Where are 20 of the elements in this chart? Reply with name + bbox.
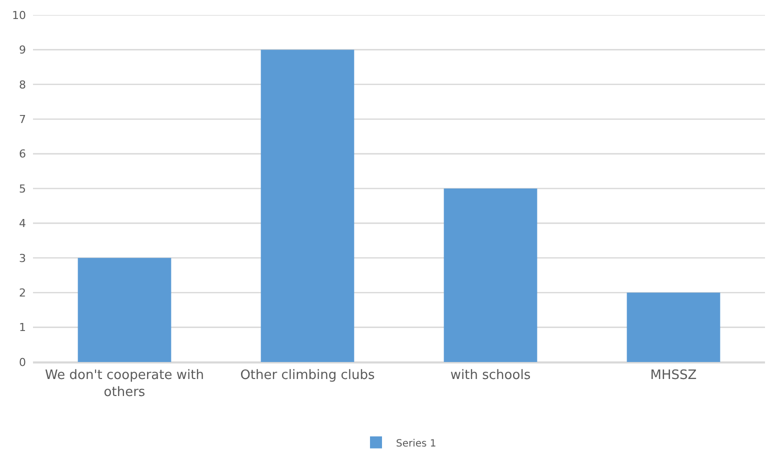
y-tick-label: 3 <box>19 252 26 265</box>
y-tick-label: 4 <box>19 217 26 230</box>
bar <box>444 188 538 362</box>
y-tick-label: 8 <box>19 78 26 92</box>
y-tick-label: 6 <box>19 148 26 161</box>
y-tick-label: 0 <box>19 356 26 369</box>
x-tick-label: with schools <box>450 368 531 383</box>
bar <box>626 292 720 362</box>
bar <box>260 50 354 362</box>
y-tick-label: 7 <box>19 112 26 126</box>
legend-label: Series 1 <box>396 438 436 450</box>
y-tick-label: 2 <box>19 286 26 300</box>
x-tick-label: Other climbing clubs <box>240 368 376 383</box>
x-tick-label: We don't cooperate with others <box>45 368 204 400</box>
y-tick-label: 1 <box>19 321 26 334</box>
y-tick-label: 9 <box>19 44 26 57</box>
x-tick-label: MHSSZ <box>650 368 697 383</box>
y-tick-label: 5 <box>19 182 26 196</box>
y-tick-label: 10 <box>12 8 26 22</box>
bar <box>78 258 172 362</box>
